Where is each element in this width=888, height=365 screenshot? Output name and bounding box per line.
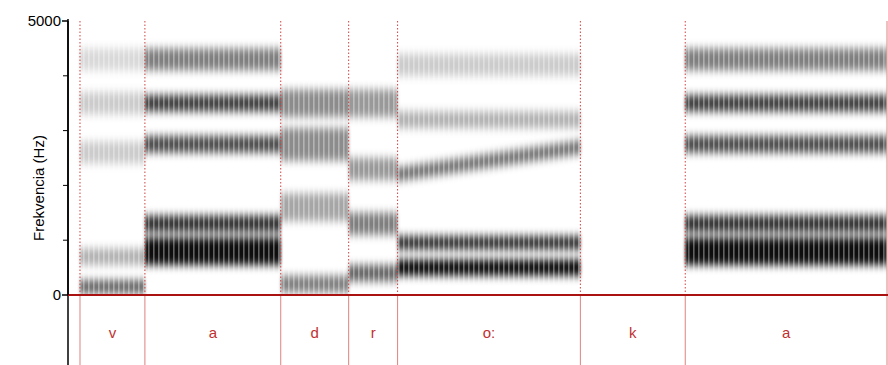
boundary-tier <box>685 295 686 365</box>
y-minor-tick <box>63 130 68 131</box>
y-range-line <box>67 21 69 295</box>
boundary-tier <box>397 295 398 365</box>
voicing-striation <box>398 21 581 295</box>
y-minor-tick <box>63 240 68 241</box>
boundary-tier <box>144 295 145 365</box>
x-axis-line <box>68 294 888 296</box>
boundary-dotted <box>580 21 581 295</box>
y-minor-tick <box>63 185 68 186</box>
boundary-tier <box>280 295 281 365</box>
voicing-striation <box>349 21 398 295</box>
boundary-dotted <box>79 21 80 295</box>
boundary-dotted <box>144 21 145 295</box>
segment-label: r <box>371 324 376 341</box>
y-tick <box>62 294 68 296</box>
boundary-dotted <box>348 21 349 295</box>
segment-label: d <box>311 324 319 341</box>
segment-label: o: <box>483 324 496 341</box>
voicing-striation <box>80 21 145 295</box>
boundary-dotted <box>280 21 281 295</box>
voicing-striation <box>685 21 887 295</box>
segment-label: a <box>209 324 218 341</box>
y-minor-tick <box>63 75 68 76</box>
voicing-striation <box>145 21 281 295</box>
boundary-tier <box>348 295 349 365</box>
formant-group <box>80 21 887 295</box>
y-tick-label: 0 <box>53 286 61 303</box>
y-tick <box>62 20 68 22</box>
y-axis-label: Frekvencia (Hz) <box>30 135 47 241</box>
boundary-dotted <box>397 21 398 295</box>
spectrogram-chart: v a d r o: k a 0 5000 Frekvencia (Hz) <box>0 0 888 365</box>
plot-area <box>68 21 887 295</box>
boundary-tier <box>79 295 80 365</box>
y-tick-label: 5000 <box>28 12 61 29</box>
voicing-striation <box>281 21 349 295</box>
segment-label: a <box>782 324 791 341</box>
segment-label: v <box>109 324 117 341</box>
boundary-tier <box>580 295 581 365</box>
segment-label: k <box>629 324 637 341</box>
y-axis-line <box>67 19 69 365</box>
boundary-end <box>887 21 888 365</box>
boundary-dotted <box>685 21 686 295</box>
